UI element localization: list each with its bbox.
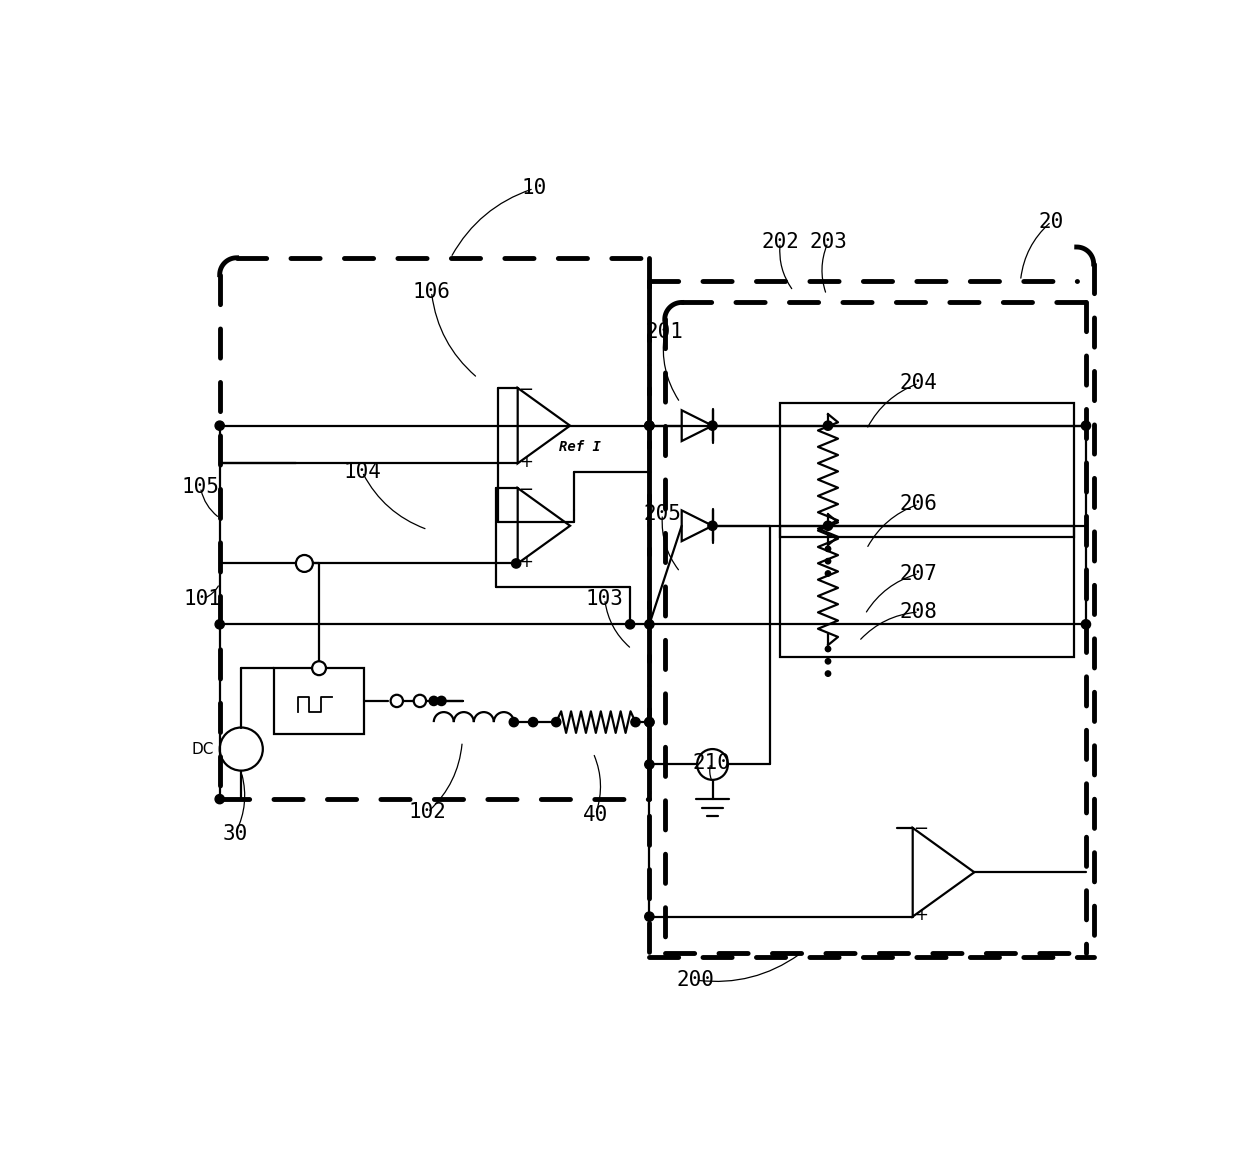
Text: 201: 201: [646, 321, 683, 341]
Text: 102: 102: [409, 802, 446, 822]
Circle shape: [826, 658, 831, 664]
Circle shape: [826, 671, 831, 677]
Circle shape: [708, 521, 717, 530]
Bar: [780, 402, 1074, 537]
Circle shape: [697, 750, 728, 780]
Circle shape: [645, 421, 653, 430]
Circle shape: [823, 421, 832, 430]
Text: 208: 208: [900, 602, 937, 622]
Text: 101: 101: [184, 589, 222, 609]
Text: 205: 205: [644, 504, 682, 524]
Circle shape: [429, 697, 439, 705]
Circle shape: [414, 694, 427, 707]
Circle shape: [1081, 421, 1090, 430]
Text: −: −: [914, 820, 929, 839]
Text: 20: 20: [1039, 211, 1064, 231]
Text: +: +: [914, 906, 928, 924]
Bar: [780, 526, 1074, 657]
Circle shape: [528, 718, 538, 727]
Circle shape: [296, 555, 312, 572]
Circle shape: [512, 558, 521, 568]
Circle shape: [436, 697, 446, 705]
Circle shape: [510, 718, 518, 727]
Text: 30: 30: [222, 823, 248, 843]
Circle shape: [708, 421, 717, 430]
Circle shape: [645, 911, 653, 921]
Text: 106: 106: [413, 282, 450, 301]
Text: 104: 104: [343, 462, 381, 482]
Text: 206: 206: [900, 494, 937, 514]
Circle shape: [1081, 619, 1090, 629]
Circle shape: [645, 718, 653, 727]
Text: 200: 200: [677, 970, 714, 990]
Text: 105: 105: [181, 477, 219, 497]
Text: 210: 210: [692, 753, 730, 773]
Circle shape: [312, 662, 326, 676]
Circle shape: [215, 421, 224, 430]
Text: −: −: [518, 380, 533, 399]
Text: 207: 207: [900, 563, 937, 583]
Circle shape: [215, 619, 224, 629]
Circle shape: [215, 794, 224, 804]
Circle shape: [826, 547, 831, 551]
Circle shape: [631, 718, 640, 727]
Circle shape: [625, 619, 635, 629]
Circle shape: [552, 718, 560, 727]
Text: 103: 103: [585, 589, 624, 609]
Circle shape: [826, 646, 831, 652]
Text: Ref I: Ref I: [559, 440, 601, 454]
Circle shape: [826, 558, 831, 564]
Circle shape: [645, 619, 653, 629]
Circle shape: [826, 571, 831, 576]
Text: −: −: [518, 481, 533, 499]
Text: +: +: [520, 453, 533, 470]
Text: DC: DC: [191, 741, 213, 757]
Text: +: +: [520, 552, 533, 571]
Circle shape: [645, 718, 653, 727]
Text: 202: 202: [761, 232, 800, 252]
Circle shape: [645, 421, 653, 430]
Text: 203: 203: [808, 232, 847, 252]
Circle shape: [391, 694, 403, 707]
Bar: [274, 669, 365, 733]
Circle shape: [645, 760, 653, 769]
Text: 40: 40: [583, 805, 608, 825]
Text: 204: 204: [900, 373, 937, 393]
Text: 10: 10: [521, 178, 547, 198]
Circle shape: [823, 521, 832, 530]
